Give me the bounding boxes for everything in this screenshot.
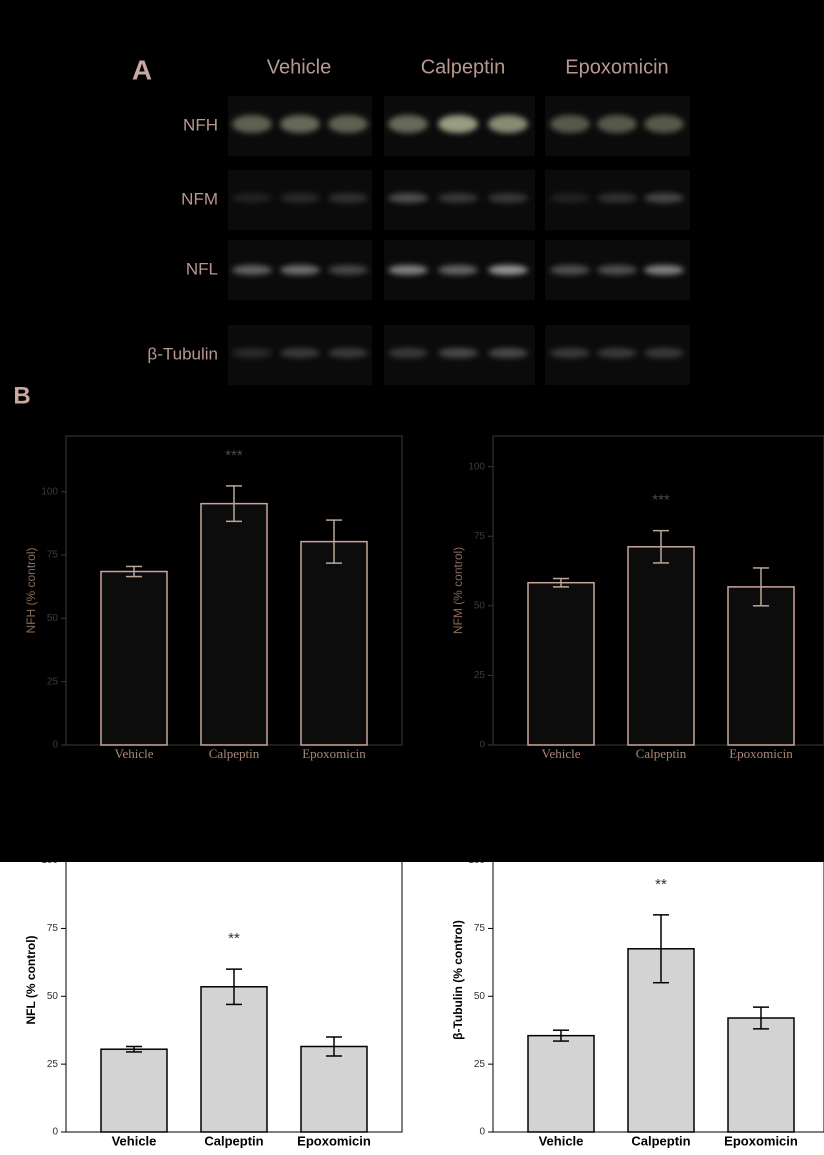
blot-band [280,115,320,133]
row-label: β-Tubulin [147,344,218,363]
bar [301,1047,367,1133]
blot-band [280,193,320,203]
x-tick-label: Vehicle [539,1133,584,1148]
group-label: Epoxomicin [565,56,668,78]
panel-label: A [132,54,152,85]
y-tick-label: 25 [47,1059,59,1070]
blot-band [328,348,368,358]
blot-band [550,193,590,203]
blot-band [644,265,684,275]
y-axis-label: NFL (% control) [24,935,38,1024]
y-tick-label: 0 [52,740,58,751]
blot-band [644,115,684,133]
blot-band [597,348,637,358]
annotation: *** [225,447,243,464]
blot-band [438,265,478,275]
x-tick-label: Epoxomicin [302,746,366,761]
y-tick-label: 75 [47,550,59,561]
blot-band [644,348,684,358]
bar [728,1018,794,1132]
y-tick-label: 75 [474,923,486,934]
bar [301,542,367,745]
blot-band [388,193,428,203]
blot-band [438,348,478,358]
figure: 0 25 50 75 100 NFL (% control) Vehicle Calpepti… [0,0,824,1155]
y-tick-label: 100 [41,486,58,497]
blot-band [232,193,272,203]
bar [201,987,267,1132]
x-tick-label: Calpeptin [209,746,260,761]
bar [628,547,694,745]
blot-band [597,193,637,203]
y-axis-label: β-Tubulin (% control) [451,920,465,1040]
y-axis-label: NFM (% control) [451,547,465,634]
bar [201,504,267,745]
bar [528,1036,594,1132]
group-label: Calpeptin [421,56,506,78]
bar [101,572,167,745]
y-tick-label: 0 [479,740,485,751]
x-tick-label: Calpeptin [631,1133,690,1148]
blot-band [280,265,320,275]
blot-band [280,348,320,358]
group-label: Vehicle [267,56,332,78]
y-tick-label: 25 [474,1059,486,1070]
blot-band [232,348,272,358]
x-tick-label: Epoxomicin [724,1133,798,1148]
blot-band [438,193,478,203]
blot-band [488,265,528,275]
blot-band [328,265,368,275]
x-tick-label: Vehicle [115,746,154,761]
x-tick-label: Calpeptin [636,746,687,761]
blot-band [438,115,478,133]
x-tick-label: Epoxomicin [297,1133,371,1148]
blot-band [388,115,428,133]
y-tick-label: 100 [468,461,485,472]
y-tick-label: 50 [47,991,59,1002]
blot-band [488,193,528,203]
bar [728,587,794,745]
y-tick-label: 75 [474,531,486,542]
row-label: NFM [181,189,218,208]
x-tick-label: Calpeptin [204,1133,263,1148]
y-tick-label: 0 [52,1127,58,1138]
y-tick-label: 75 [47,923,59,934]
y-tick-label: 50 [47,613,59,624]
bar [528,583,594,745]
y-tick-label: 50 [474,991,486,1002]
bar [101,1049,167,1132]
blot-band [550,265,590,275]
blot-band [488,348,528,358]
blot-band [597,115,637,133]
blot-band [644,193,684,203]
blot-band [388,265,428,275]
blot-band [597,265,637,275]
blot-band [550,348,590,358]
blot-band [550,115,590,133]
annotation: ** [228,930,240,947]
x-tick-label: Epoxomicin [729,746,793,761]
blot-band [388,348,428,358]
blot-band [328,193,368,203]
row-label: NFH [183,115,218,134]
panel-label: B [13,382,30,409]
y-axis-label: NFH (% control) [24,547,38,633]
blot-band [488,115,528,133]
row-label: NFL [186,259,218,278]
y-tick-label: 50 [474,600,486,611]
blot-band [232,265,272,275]
annotation: *** [652,492,670,509]
y-tick-label: 25 [474,670,486,681]
blot-band [232,115,272,133]
blot-band [328,115,368,133]
annotation: ** [655,876,667,893]
x-tick-label: Vehicle [542,746,581,761]
x-tick-label: Vehicle [112,1133,157,1148]
y-tick-label: 25 [47,676,59,687]
y-tick-label: 0 [479,1127,485,1138]
